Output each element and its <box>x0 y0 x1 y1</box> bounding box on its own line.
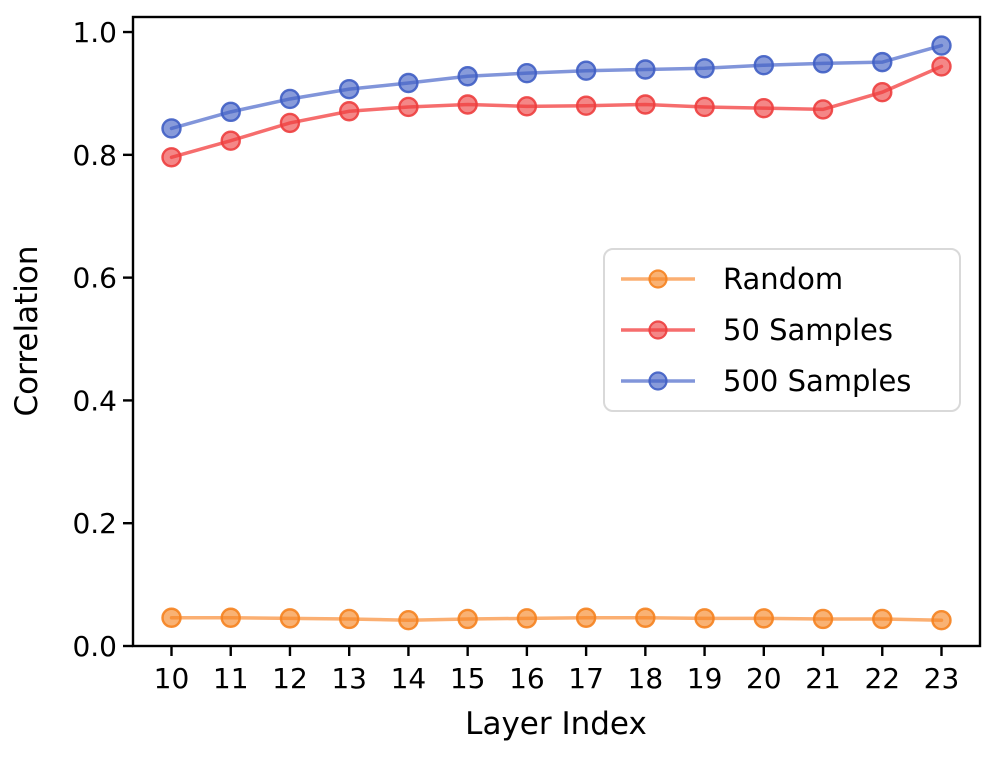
series-marker-random <box>398 610 419 631</box>
series-marker-500-samples <box>872 51 893 73</box>
series-marker-500-samples <box>812 53 834 74</box>
legend-label: Random <box>723 262 844 297</box>
x-tick-label: 12 <box>272 662 308 695</box>
series-marker-50-samples <box>872 82 893 103</box>
y-tick-label: 1.0 <box>72 16 117 49</box>
series-marker-50-samples <box>457 94 478 115</box>
y-tick-label: 0.2 <box>72 507 117 540</box>
series-marker-random <box>457 608 478 630</box>
legend-label: 50 Samples <box>723 312 893 347</box>
series-marker-50-samples <box>338 101 360 122</box>
series-marker-500-samples <box>457 66 478 87</box>
series-marker-50-samples <box>161 147 182 168</box>
legend-item-500-samples: 500 Samples <box>619 364 959 398</box>
x-tick-label: 10 <box>154 662 190 695</box>
series-marker-50-samples <box>694 96 715 118</box>
series-marker-50-samples <box>575 95 597 116</box>
series-marker-random <box>338 608 360 630</box>
series-marker-random <box>753 608 775 629</box>
x-tick-label: 17 <box>568 662 604 695</box>
series-marker-random <box>220 607 241 628</box>
series-marker-500-samples <box>161 118 182 139</box>
series-marker-500-samples <box>753 54 775 76</box>
y-axis-label: Correlation <box>9 245 45 417</box>
series-marker-random <box>161 607 182 628</box>
series-marker-50-samples <box>516 96 538 117</box>
series-marker-500-samples <box>398 72 419 94</box>
x-tick-label: 14 <box>391 662 427 695</box>
series-marker-50-samples <box>279 112 301 134</box>
legend-item-random: Random <box>619 262 959 296</box>
y-tick-label: 0.0 <box>72 630 117 663</box>
legend-label: 500 Samples <box>723 363 912 398</box>
series-marker-random <box>575 607 597 628</box>
series-marker-50-samples <box>812 99 834 120</box>
series-marker-random <box>279 608 301 629</box>
series-marker-500-samples <box>635 59 656 80</box>
x-tick-label: 15 <box>450 662 486 695</box>
series-marker-random <box>516 608 538 629</box>
x-tick-label: 22 <box>864 662 900 695</box>
x-tick-label: 11 <box>213 662 249 695</box>
series-marker-500-samples <box>220 101 241 123</box>
series-marker-random <box>931 610 952 631</box>
x-tick-label: 23 <box>924 662 960 695</box>
legend-marker-icon <box>621 371 695 391</box>
x-tick-label: 13 <box>331 662 367 695</box>
x-tick-label: 16 <box>509 662 545 695</box>
series-marker-random <box>812 608 834 630</box>
series-marker-50-samples <box>753 97 775 119</box>
y-tick-label: 0.4 <box>72 384 117 417</box>
series-marker-500-samples <box>931 35 952 56</box>
series-marker-50-samples <box>220 130 241 151</box>
legend-marker-icon <box>621 269 695 289</box>
series-marker-500-samples <box>575 60 597 81</box>
series-marker-500-samples <box>694 58 715 79</box>
series-marker-50-samples <box>398 96 419 118</box>
series-marker-500-samples <box>279 88 301 110</box>
series-marker-50-samples <box>931 56 952 77</box>
x-axis-label: Layer Index <box>465 706 647 742</box>
plot-spines <box>131 15 982 648</box>
x-tick-label: 20 <box>746 662 782 695</box>
x-tick-label: 21 <box>805 662 841 695</box>
series-marker-50-samples <box>635 94 656 115</box>
series-marker-random <box>872 608 893 630</box>
y-tick-label: 0.6 <box>72 262 117 295</box>
series-marker-random <box>694 608 715 629</box>
series-marker-random <box>635 607 656 628</box>
y-tick-label: 0.8 <box>72 139 117 172</box>
x-tick-label: 18 <box>628 662 664 695</box>
series-marker-500-samples <box>338 78 360 100</box>
x-tick-label: 19 <box>687 662 723 695</box>
legend-marker-icon <box>621 320 695 340</box>
series-marker-500-samples <box>516 62 538 84</box>
legend-item-50-samples: 50 Samples <box>619 313 959 347</box>
legend: Random 50 Samples 500 Samples <box>603 248 961 412</box>
